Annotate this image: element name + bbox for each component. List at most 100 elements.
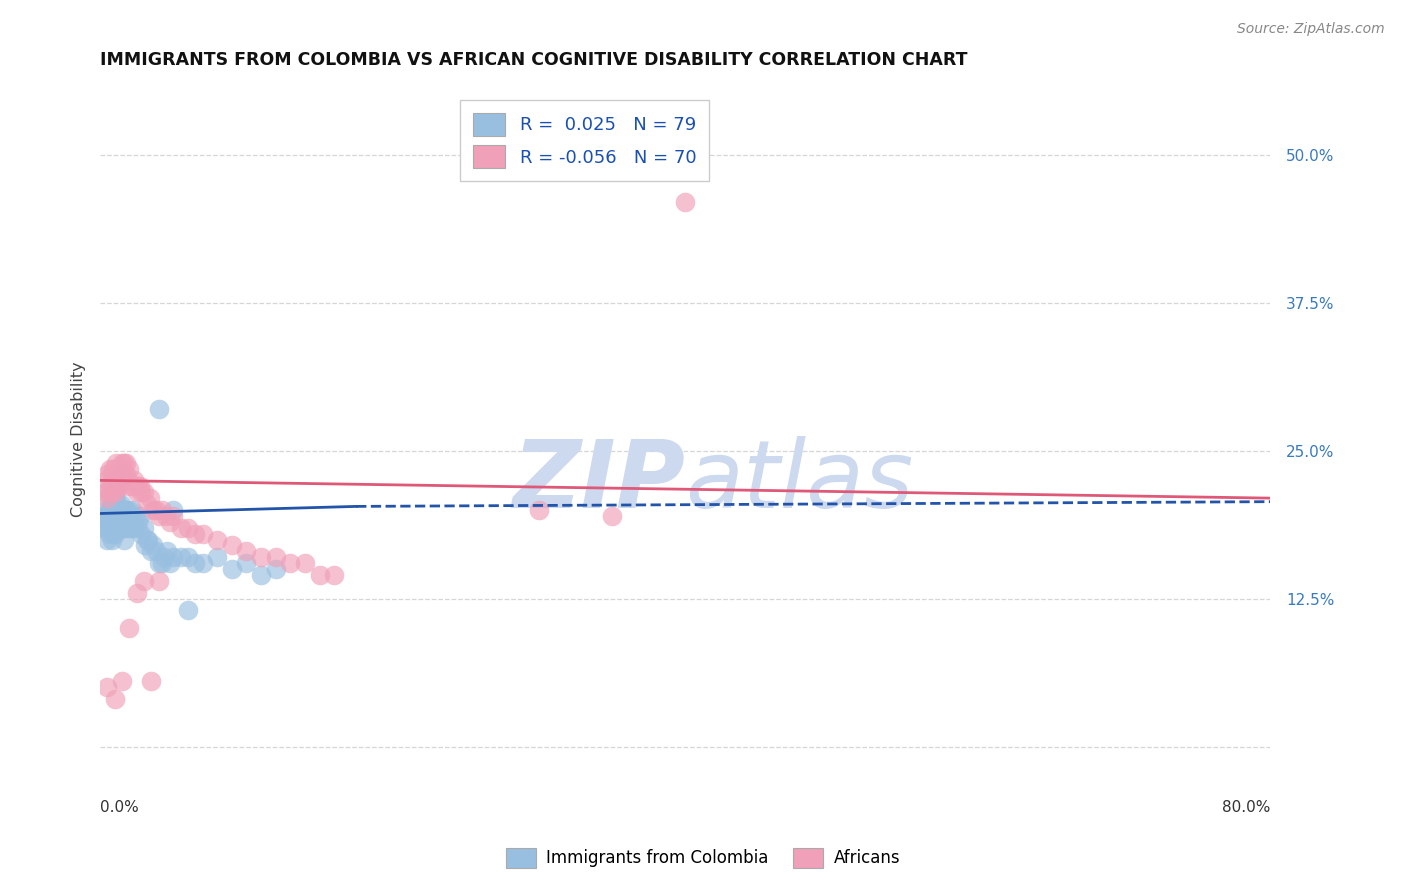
Point xyxy=(120,521,142,535)
Point xyxy=(122,521,145,535)
Point xyxy=(148,508,170,523)
Point xyxy=(97,526,120,541)
Point xyxy=(141,674,163,689)
Text: ZIP: ZIP xyxy=(512,435,685,527)
Point xyxy=(150,556,173,570)
Point xyxy=(101,533,124,547)
Point xyxy=(177,521,200,535)
Point xyxy=(91,515,114,529)
Point xyxy=(125,521,148,535)
Point xyxy=(153,550,176,565)
Point xyxy=(264,562,287,576)
Point xyxy=(134,538,156,552)
Point xyxy=(101,521,124,535)
Point xyxy=(122,474,145,488)
Text: IMMIGRANTS FROM COLOMBIA VS AFRICAN COGNITIVE DISABILITY CORRELATION CHART: IMMIGRANTS FROM COLOMBIA VS AFRICAN COGN… xyxy=(100,51,967,69)
Point xyxy=(108,521,131,535)
Point xyxy=(148,556,170,570)
Point xyxy=(250,550,273,565)
Point xyxy=(323,568,346,582)
Point xyxy=(112,508,135,523)
Point xyxy=(141,544,163,558)
Point xyxy=(104,692,127,706)
Point xyxy=(110,474,132,488)
Point xyxy=(221,538,243,552)
Point xyxy=(159,556,181,570)
Text: 80.0%: 80.0% xyxy=(1222,800,1270,814)
Point xyxy=(110,515,132,529)
Point xyxy=(98,491,121,505)
Point xyxy=(139,491,162,505)
Point xyxy=(104,485,127,500)
Point xyxy=(107,515,129,529)
Point xyxy=(142,503,165,517)
Point xyxy=(142,538,165,552)
Point xyxy=(96,681,118,695)
Point xyxy=(96,508,118,523)
Point xyxy=(127,479,149,493)
Point xyxy=(114,521,136,535)
Text: Source: ZipAtlas.com: Source: ZipAtlas.com xyxy=(1237,22,1385,37)
Point xyxy=(96,521,118,535)
Point xyxy=(125,586,148,600)
Point xyxy=(150,503,173,517)
Point xyxy=(111,674,134,689)
Legend: Immigrants from Colombia, Africans: Immigrants from Colombia, Africans xyxy=(499,841,907,875)
Point xyxy=(98,461,121,475)
Point xyxy=(121,479,143,493)
Point xyxy=(125,485,148,500)
Point xyxy=(205,550,228,565)
Point xyxy=(169,550,191,565)
Point xyxy=(98,521,121,535)
Point xyxy=(155,508,177,523)
Point xyxy=(105,503,128,517)
Point xyxy=(104,467,127,482)
Point xyxy=(98,503,121,517)
Point xyxy=(177,550,200,565)
Point xyxy=(124,508,146,523)
Point xyxy=(93,521,115,535)
Point xyxy=(96,467,118,482)
Point xyxy=(148,402,170,417)
Point xyxy=(97,485,120,500)
Point xyxy=(117,515,139,529)
Point xyxy=(169,521,191,535)
Point xyxy=(103,479,125,493)
Point xyxy=(278,556,301,570)
Point xyxy=(145,503,167,517)
Point xyxy=(98,508,121,523)
Text: 0.0%: 0.0% xyxy=(100,800,139,814)
Point xyxy=(132,521,155,535)
Point xyxy=(129,526,152,541)
Point xyxy=(121,515,143,529)
Point xyxy=(118,461,141,475)
Point xyxy=(136,533,159,547)
Point xyxy=(96,533,118,547)
Point xyxy=(93,485,115,500)
Point xyxy=(132,574,155,588)
Point xyxy=(107,461,129,475)
Point xyxy=(114,474,136,488)
Point xyxy=(235,544,257,558)
Point xyxy=(162,503,184,517)
Point xyxy=(104,491,127,505)
Point xyxy=(118,521,141,535)
Point xyxy=(96,491,118,505)
Point xyxy=(527,503,550,517)
Point xyxy=(148,574,170,588)
Point xyxy=(121,503,143,517)
Point xyxy=(105,479,128,493)
Point xyxy=(184,556,207,570)
Point xyxy=(103,515,125,529)
Point xyxy=(103,526,125,541)
Point xyxy=(191,526,214,541)
Point xyxy=(600,508,623,523)
Point xyxy=(115,456,138,470)
Point xyxy=(128,479,150,493)
Legend: R =  0.025   N = 79, R = -0.056   N = 70: R = 0.025 N = 79, R = -0.056 N = 70 xyxy=(460,100,709,181)
Point xyxy=(111,467,134,482)
Point xyxy=(101,485,124,500)
Point xyxy=(114,503,136,517)
Point xyxy=(250,568,273,582)
Point xyxy=(108,479,131,493)
